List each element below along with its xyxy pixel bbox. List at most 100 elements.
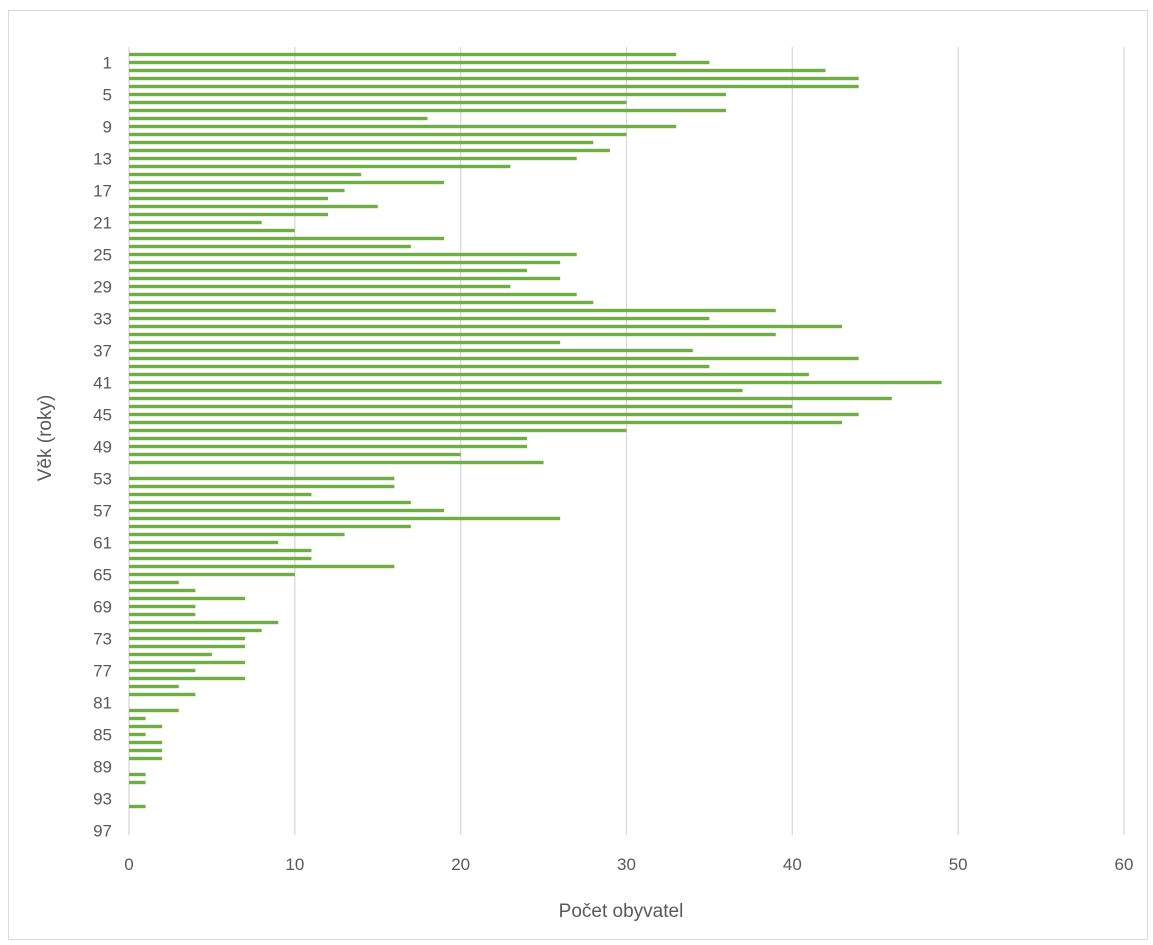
y-tick-label: 37	[93, 342, 112, 361]
bar	[129, 508, 445, 513]
bar	[129, 620, 279, 625]
bar	[129, 772, 146, 777]
bar	[129, 316, 710, 321]
bar	[129, 212, 328, 217]
bar	[129, 676, 246, 681]
bar	[129, 84, 859, 89]
x-axis-title: Počet obyvatel	[559, 901, 684, 922]
bar	[129, 732, 146, 737]
bar	[129, 556, 312, 561]
bar	[129, 612, 196, 617]
y-tick-label: 13	[93, 150, 112, 169]
bar	[129, 420, 843, 425]
bar	[129, 500, 411, 505]
bar	[129, 444, 527, 449]
bar	[129, 340, 561, 345]
y-tick-label: 17	[93, 182, 112, 201]
bar	[129, 692, 196, 697]
x-axis-ticks: 0 10 20 30 40 50 60	[124, 855, 1133, 874]
y-tick-label: 69	[93, 598, 112, 617]
y-axis-ticks: 1 5 9 13 17 21 25 29 33 37 41 45 49 53 57 61 65 69 73 77 81 8…	[93, 54, 112, 841]
bar	[129, 804, 146, 809]
bar	[129, 588, 196, 593]
bar	[129, 628, 262, 633]
bar	[129, 660, 246, 665]
bar	[129, 748, 163, 753]
bar	[129, 636, 246, 641]
bar	[129, 380, 942, 385]
bar	[129, 76, 859, 81]
bar	[129, 180, 445, 185]
bar	[129, 780, 146, 785]
bar	[129, 404, 793, 409]
y-tick-label: 25	[93, 246, 112, 265]
gridlines	[128, 47, 1125, 835]
bar	[129, 364, 710, 369]
bar	[129, 596, 246, 601]
bar	[129, 604, 196, 609]
bar	[129, 196, 328, 201]
bar	[129, 484, 395, 489]
x-tick-label: 60	[1115, 855, 1134, 874]
x-tick-label: 0	[124, 855, 133, 874]
bar	[129, 276, 561, 281]
bar	[129, 708, 179, 713]
bar	[129, 220, 262, 225]
bar	[129, 68, 826, 73]
bar	[129, 348, 693, 353]
bar	[129, 740, 163, 745]
bar	[129, 372, 809, 377]
bar	[129, 652, 212, 657]
bar	[129, 188, 345, 193]
bar	[129, 724, 163, 729]
x-tick-label: 20	[451, 855, 470, 874]
bar	[129, 148, 610, 153]
x-tick-label: 50	[949, 855, 968, 874]
x-tick-label: 10	[285, 855, 304, 874]
bar	[129, 564, 395, 569]
bar	[129, 428, 627, 433]
bar	[129, 668, 196, 673]
bar	[129, 324, 843, 329]
bar	[129, 460, 544, 465]
bar	[129, 396, 892, 401]
bar	[129, 60, 710, 65]
y-tick-label: 21	[93, 214, 112, 233]
bar	[129, 140, 594, 145]
bar	[129, 244, 411, 249]
y-tick-label: 1	[103, 54, 112, 73]
bar	[129, 116, 428, 121]
chart-area: 0 10 20 30 40 50 60 1 5 9 13 17 21 25 29 33 37 41 45 49 53 5…	[8, 10, 1148, 940]
bar	[129, 156, 577, 161]
y-tick-label: 29	[93, 278, 112, 297]
bar	[129, 756, 163, 761]
y-axis-title: Věk (roky)	[35, 395, 56, 482]
bar	[129, 108, 726, 113]
y-tick-label: 81	[93, 694, 112, 713]
bar	[129, 516, 561, 521]
y-tick-label: 73	[93, 630, 112, 649]
bar	[129, 548, 312, 553]
bar	[129, 284, 511, 289]
bar	[129, 532, 345, 537]
bar	[129, 52, 677, 57]
y-tick-label: 65	[93, 566, 112, 585]
bar	[129, 412, 859, 417]
bar	[129, 268, 527, 273]
bar	[129, 388, 743, 393]
bar	[129, 252, 577, 257]
bar	[129, 716, 146, 721]
y-tick-label: 77	[93, 662, 112, 681]
bar	[129, 540, 279, 545]
bar	[129, 524, 411, 529]
y-tick-label: 49	[93, 438, 112, 457]
bar	[129, 228, 295, 233]
bar	[129, 476, 395, 481]
y-tick-label: 5	[103, 86, 112, 105]
bar	[129, 332, 776, 337]
bar-chart: 0 10 20 30 40 50 60 1 5 9 13 17 21 25 29 33 37 41 45 49 53 5…	[35, 47, 1133, 922]
bar	[129, 92, 726, 97]
bar	[129, 164, 511, 169]
y-tick-label: 93	[93, 790, 112, 809]
bars	[129, 52, 942, 809]
